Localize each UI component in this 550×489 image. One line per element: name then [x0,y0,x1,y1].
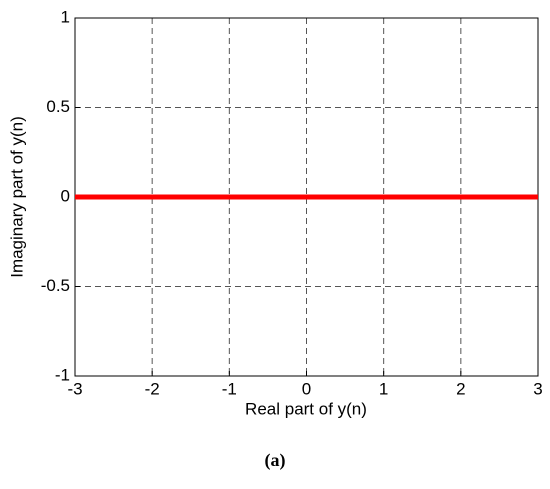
y-axis-label: Imaginary part of y(n) [7,116,26,278]
x-tick-label: 0 [302,379,311,398]
caption: (a) [265,450,286,471]
y-tick-label: -1 [55,365,70,384]
x-tick-label: 3 [533,379,542,398]
x-tick-label: 1 [379,379,388,398]
y-tick-label: 0.5 [46,97,70,116]
x-tick-label: -3 [67,379,82,398]
x-axis-label: Real part of y(n) [245,399,367,418]
x-tick-label: 2 [456,379,465,398]
y-tick-label: 0 [61,186,70,205]
x-tick-label: -2 [145,379,160,398]
y-tick-label: 1 [61,7,70,26]
y-tick-label: -0.5 [41,276,70,295]
x-tick-label: -1 [222,379,237,398]
